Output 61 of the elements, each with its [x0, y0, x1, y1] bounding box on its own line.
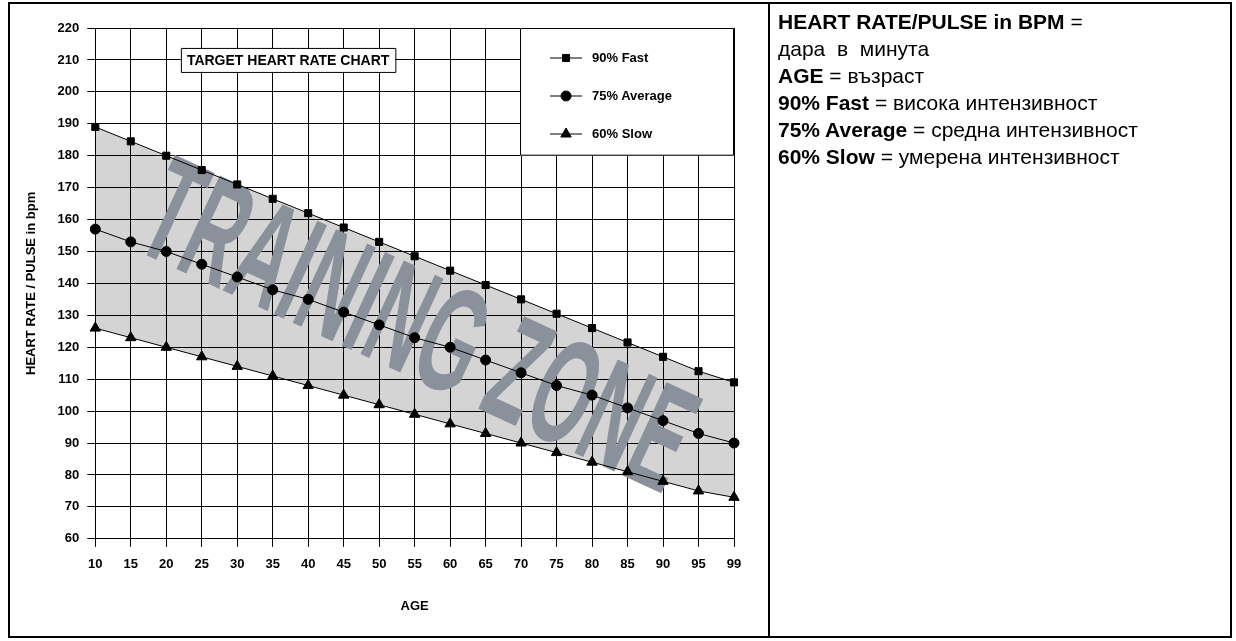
y-tick-label: 180: [57, 147, 80, 163]
x-axis-title: AGE: [400, 597, 430, 613]
text: 60% Slow = умерена интензивност: [778, 144, 1121, 170]
point: [729, 378, 739, 387]
point: [91, 122, 100, 131]
text: AGE = възраст: [778, 63, 926, 89]
y-tick-label: 190: [57, 115, 80, 131]
point: [728, 437, 740, 449]
x-tick-label: 75: [549, 556, 564, 572]
x-tick-label: 35: [265, 556, 280, 572]
y-tick-label: 150: [57, 243, 80, 259]
y-tick-label: 130: [57, 306, 80, 322]
y-tick-label: 160: [57, 211, 80, 227]
x-tick-label: 65: [478, 556, 493, 572]
point: [89, 223, 101, 235]
x-tick-label: 95: [691, 556, 706, 572]
legend-label: 90% Fast: [592, 49, 650, 65]
legend-label: 60% Slow: [592, 125, 653, 141]
y-tick-label: 80: [64, 466, 80, 482]
y-tick-label: 140: [57, 274, 80, 290]
text: 75% Average = средна интензивност: [778, 117, 1139, 143]
text: HEART RATE/PULSE in BPM =: [778, 9, 1084, 35]
x-tick-label: 80: [584, 556, 600, 572]
y-tick-label: 210: [57, 51, 80, 67]
y-tick-label: 60: [64, 530, 80, 546]
x-tick-label: 70: [513, 556, 529, 572]
point: [126, 137, 135, 146]
point: [373, 398, 385, 409]
x-tick-label: 25: [194, 556, 209, 572]
x-tick-label: 60: [442, 556, 458, 572]
legend-label: 75% Average: [592, 87, 673, 103]
y-tick-label: 220: [57, 19, 80, 35]
point: [444, 417, 456, 428]
y-tick-label: 90: [64, 434, 80, 450]
y-tick-label: 200: [57, 83, 80, 99]
x-tick-label: 85: [620, 556, 635, 572]
x-tick-label: 40: [300, 556, 316, 572]
point: [517, 295, 526, 304]
x-tick-label: 15: [123, 556, 139, 572]
text: TARGET HEART RATE CHART: [186, 51, 390, 68]
x-tick-label: 50: [371, 556, 387, 572]
y-tick-label: 170: [57, 179, 80, 195]
text: 90% Fast = висока интензивност: [778, 90, 1099, 116]
x-tick-label: 90: [655, 556, 671, 572]
x-tick-label: 30: [229, 556, 245, 572]
y-tick-label: 70: [64, 498, 80, 514]
point: [408, 407, 421, 418]
x-tick-label: 20: [159, 556, 174, 572]
y-tick-label: 110: [58, 370, 80, 386]
point: [125, 331, 137, 342]
x-tick-label: 45: [336, 556, 351, 572]
x-tick-label: 10: [88, 556, 103, 572]
y-axis-title: HEART RATE / PULSE in bpm: [23, 191, 39, 376]
y-tick-label: 120: [57, 338, 80, 354]
x-tick-label: 55: [407, 556, 422, 572]
x-tick-label: 99: [726, 556, 742, 572]
point: [728, 490, 740, 501]
point: [89, 321, 101, 332]
y-tick-label: 100: [57, 402, 80, 418]
text: дара в минута: [778, 36, 931, 62]
point: [125, 236, 137, 248]
